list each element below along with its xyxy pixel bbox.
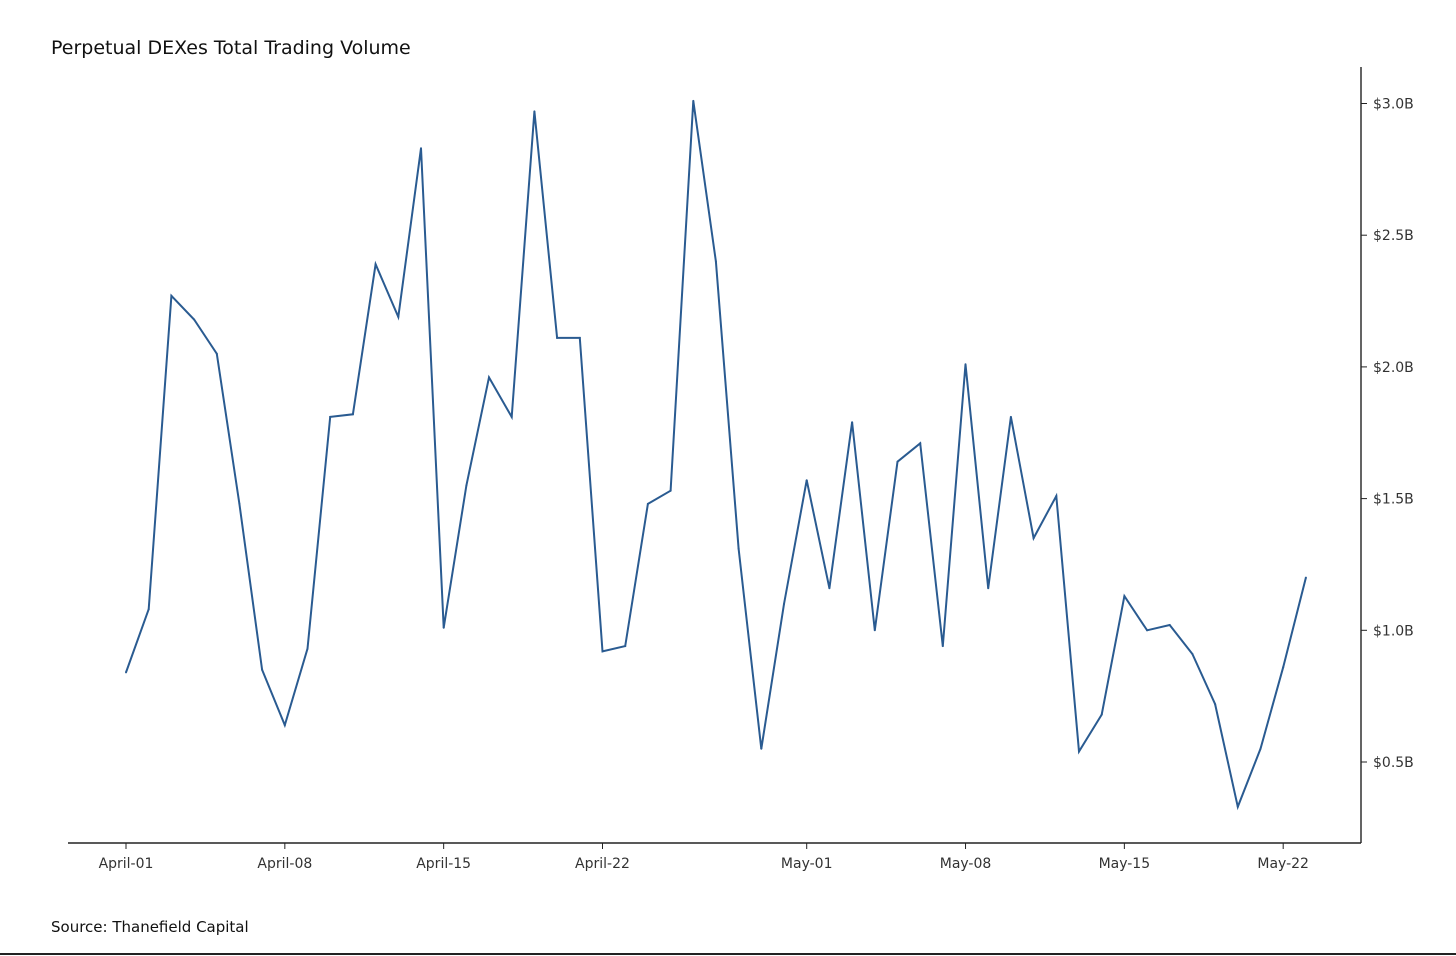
data-point (692, 99, 695, 102)
data-point (170, 294, 173, 297)
data-point (510, 415, 513, 418)
data-point (556, 336, 559, 339)
data-point (669, 489, 672, 492)
data-point (1009, 415, 1012, 418)
data-point (828, 587, 831, 590)
data-point (601, 650, 604, 653)
data-point (964, 363, 967, 366)
data-point (215, 352, 218, 355)
data-point (919, 442, 922, 445)
data-point (306, 647, 309, 650)
data-point (1123, 595, 1126, 598)
data-point (1214, 703, 1217, 706)
data-point (465, 484, 468, 487)
data-point (261, 668, 264, 671)
x-axis-ticks: April-01 April-08 April-15 April-22 May-01 Ma… (99, 843, 1309, 872)
data-point (329, 415, 332, 418)
data-point (125, 671, 127, 674)
data-point (873, 629, 876, 632)
x-tick-label: May-01 (781, 856, 833, 872)
series-line (125, 100, 1307, 811)
x-tick-label: April-15 (416, 856, 471, 872)
data-point (941, 645, 944, 648)
y-tick-label: $2.0B (1373, 360, 1414, 376)
x-tick-label: May-08 (940, 856, 992, 872)
bottom-divider (0, 953, 1456, 955)
data-point (238, 502, 241, 505)
data-point (1100, 713, 1103, 716)
data-point (397, 315, 400, 318)
chart-title: Perpetual DEXes Total Trading Volume (51, 37, 411, 59)
y-axis-ticks: $0.5B $1.0B $1.5B $2.0B $2.5B $3.0B (1361, 97, 1414, 771)
data-point (896, 460, 899, 463)
y-tick-label: $1.5B (1373, 492, 1414, 508)
data-point (1055, 495, 1058, 497)
chart-source: Source: Thanefield Capital (51, 918, 249, 936)
x-tick-label: April-08 (257, 856, 312, 872)
data-point (987, 587, 990, 590)
data-point (442, 626, 445, 629)
data-point (351, 413, 354, 416)
data-point (1236, 805, 1239, 808)
data-point (737, 547, 740, 550)
data-point (420, 147, 422, 150)
data-point (1259, 747, 1262, 750)
data-point (488, 376, 490, 379)
data-point (1191, 653, 1194, 655)
data-point (374, 263, 377, 266)
y-tick-label: $1.0B (1373, 623, 1414, 639)
data-point (147, 608, 150, 611)
data-point (1282, 666, 1285, 669)
data-point (760, 747, 763, 750)
x-tick-label: April-22 (575, 856, 630, 872)
y-tick-label: $2.5B (1373, 228, 1414, 244)
data-point (1168, 624, 1171, 626)
y-tick-label: $3.0B (1373, 97, 1414, 113)
data-point (783, 603, 785, 605)
data-point (283, 724, 286, 727)
y-tick-label: $0.5B (1373, 755, 1414, 771)
data-point (714, 260, 717, 263)
data-point (578, 336, 581, 339)
plot-area (125, 99, 1307, 811)
data-point (1146, 629, 1149, 632)
data-point (193, 318, 196, 321)
data-point (851, 421, 854, 424)
data-point (1078, 750, 1080, 753)
data-point (1032, 537, 1035, 540)
data-point (533, 110, 536, 113)
data-point (624, 645, 627, 648)
x-tick-label: May-22 (1257, 856, 1309, 872)
data-point (805, 479, 808, 482)
x-tick-label: April-01 (99, 856, 154, 872)
data-point (1304, 576, 1307, 579)
chart-axes (68, 67, 1362, 844)
x-tick-label: May-15 (1099, 856, 1151, 872)
data-point (646, 502, 649, 505)
